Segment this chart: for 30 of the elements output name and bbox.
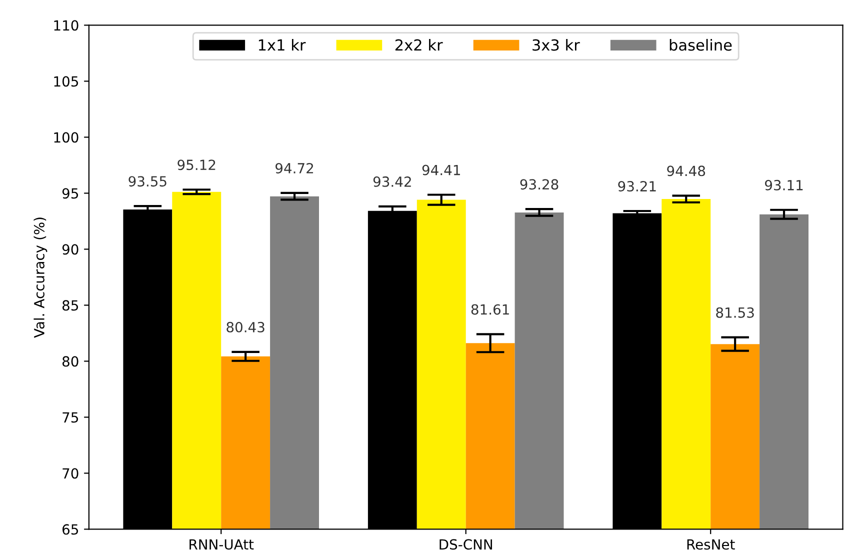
y-tick-label: 95 (62, 188, 78, 199)
x-tick-label: DS-CNN (440, 539, 492, 550)
legend-label: 2x2 kr (395, 38, 443, 51)
y-tick-label: 105 (54, 76, 78, 87)
y-tick-label: 80 (62, 356, 78, 367)
data-label: 95.12 (178, 160, 216, 170)
x-tick-label: ResNet (687, 539, 735, 550)
data-label: 93.42 (373, 176, 411, 187)
legend-label: 1x1 kr (258, 38, 306, 51)
y-tick-label: 100 (54, 132, 78, 143)
y-tick-label: 85 (62, 300, 78, 311)
y-tick-label: 75 (62, 412, 78, 423)
data-label: 80.43 (226, 322, 264, 332)
data-label: 93.11 (765, 180, 803, 190)
data-label: 94.48 (667, 166, 706, 176)
y-axis-title: Val. Accuracy (%) (34, 218, 48, 338)
x-tick-label: RNN-UAtt (190, 539, 254, 550)
data-label: 81.61 (471, 304, 509, 315)
y-tick-label: 110 (54, 20, 78, 31)
y-tick-label: 90 (62, 244, 78, 255)
y-tick-label: 70 (62, 468, 78, 479)
data-label: 93.28 (520, 179, 558, 190)
legend-label: baseline (670, 38, 732, 51)
data-label: 94.72 (276, 162, 314, 174)
data-label: 94.41 (422, 164, 460, 176)
y-tick-label: 65 (62, 524, 78, 535)
data-label: 93.55 (128, 176, 166, 187)
data-label: 93.21 (618, 181, 656, 192)
data-label: 81.53 (716, 307, 754, 318)
legend-label: 3x3 kr (532, 38, 580, 51)
